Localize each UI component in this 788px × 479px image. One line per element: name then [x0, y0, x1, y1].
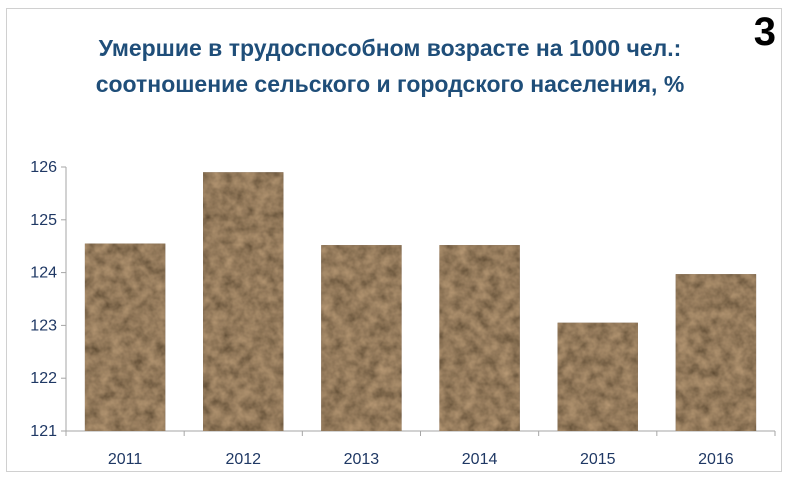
- chart-title: Умершие в трудоспособном возрасте на 100…: [95, 35, 685, 97]
- x-tick-label: 2012: [225, 451, 261, 468]
- y-tick-label: 126: [30, 159, 57, 176]
- y-tick-label: 121: [30, 423, 57, 440]
- x-tick-label: 2011: [108, 451, 143, 468]
- bar-texture-2011: [84, 243, 166, 431]
- bars: [84, 172, 757, 431]
- x-tick-label: 2013: [344, 451, 380, 468]
- slide-number: 3: [753, 10, 776, 54]
- y-axis: 121 122 123 124 125 126: [30, 159, 67, 440]
- bar-texture-2014: [439, 245, 520, 431]
- x-axis: 2011 2012 2013 2014 2015 2016: [65, 430, 776, 468]
- bar-texture-2016: [675, 274, 757, 431]
- x-tick-label: 2014: [462, 451, 498, 468]
- x-tick-label: 2015: [580, 451, 616, 468]
- y-tick-label: 122: [30, 370, 57, 387]
- bar-texture-2013: [321, 245, 402, 431]
- y-tick-label: 125: [30, 212, 57, 229]
- bar-texture-2015: [557, 322, 638, 431]
- x-tick-label: 2016: [698, 451, 734, 468]
- bar-texture-2012: [203, 172, 284, 431]
- y-tick-label: 123: [30, 317, 57, 334]
- y-tick-label: 124: [30, 265, 57, 282]
